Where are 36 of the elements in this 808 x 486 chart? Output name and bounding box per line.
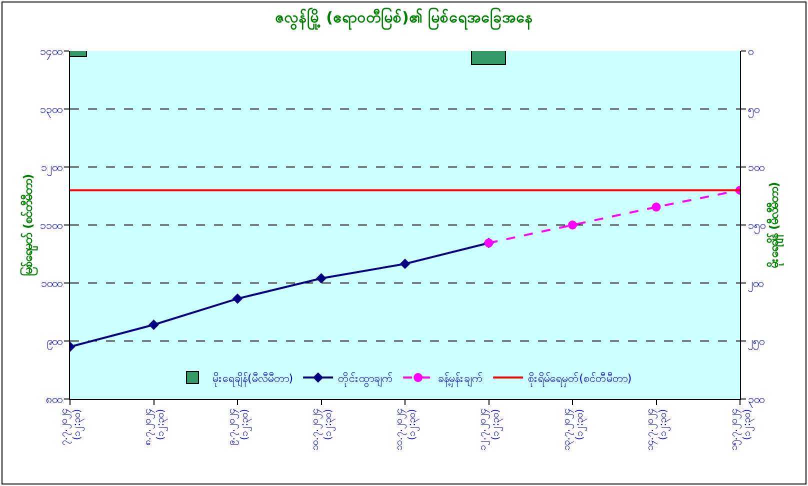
y2-tick-label: ၁၀၀ [748, 160, 764, 174]
legend-label: စိုးရိမ်ရေမှတ်(စင်တီမီတာ) [528, 372, 632, 387]
x-tick-label: ၁၀.၇.၂၀၂၄ (၁၂:၃၀) [310, 408, 336, 450]
x-tick-label: ၁၃.၇.၂၀၂၄ (၁၂:၃၀) [561, 408, 588, 450]
y2-tick-label: ၅၀ [748, 102, 760, 118]
y-tick-label: ၁၃၀၀ [40, 102, 62, 118]
point [232, 293, 243, 304]
x-tick-label: ၉.၇.၂၀၂၄ (၁၂:၃၀) [226, 408, 252, 446]
point [316, 273, 326, 284]
point [568, 220, 577, 230]
legend-label: ခန့်မှန်းချက် [438, 372, 484, 387]
chart-title: ဇလွန်မြို့ (ဧရာဝတီမြစ်)၏ မြစ်ရေအခြေအနေ [274, 6, 534, 31]
point [652, 202, 661, 212]
y2-tick-label: ၂၅၀ [748, 334, 764, 350]
x-tick-label: ၁၂.၇.၂၀၂၄ (၁၂:၃၀) [478, 408, 504, 450]
y-tick-label: ၁၁၀၀ [40, 218, 62, 232]
legend-label: တိုင်းထွာချက် [338, 372, 394, 387]
point [400, 258, 410, 270]
x-tick-label: ၁၄.၇.၂၀၂၄ (၁၂:၃၀) [645, 408, 671, 450]
y-tick-label: ၁၀၀၀ [40, 276, 62, 290]
y2-tick-label: ၂၀၀ [748, 276, 764, 292]
y-tick-label: ၁၄၀၀ [40, 44, 62, 60]
y-tick-label: ၈၀၀ [46, 392, 62, 406]
legend-label: မိုးရေချိန်(မီလီမီတာ) [212, 372, 294, 387]
y-tick-label: ၁၂၀၀ [40, 160, 62, 176]
y-axis-title: မြစ်ရေမှတ် (စင်တီမီတာ) [18, 174, 40, 276]
y-tick-label: ၉၀၀ [46, 334, 62, 350]
y2-axis-title: မိုးရေချိန် (မီလီမီတာ) [765, 182, 786, 270]
x-tick-label: ၁၅.၇.၂၀၂၄ (၁၂:၃၀) [728, 408, 755, 450]
y2-tick-label: ၀ [748, 44, 754, 58]
y2-tick-label: ၁၅၀ [748, 218, 766, 234]
x-tick-label: ၇.၇.၂၀၂၄ (၁၂:၃၀) [58, 408, 85, 446]
x-tick-label: ၈.၇.၂၀၂၄ (၁၂:၃၀) [142, 408, 168, 446]
point [148, 320, 159, 330]
y2-tick-label: ၃၀၀ [748, 392, 764, 408]
x-tick-label: ၁၁.၇.၂၀၂၄ (၁၂:၃၀) [394, 408, 420, 450]
